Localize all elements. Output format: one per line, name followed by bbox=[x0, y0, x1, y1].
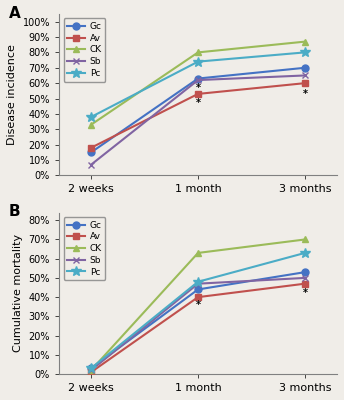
Y-axis label: Disease incidence: Disease incidence bbox=[7, 44, 17, 145]
Line: CK: CK bbox=[88, 38, 309, 128]
Legend: Gc, Av, CK, Sb, Pc: Gc, Av, CK, Sb, Pc bbox=[64, 18, 106, 82]
CK bbox=[196, 50, 200, 55]
Text: *: * bbox=[195, 98, 201, 108]
Sb bbox=[89, 162, 93, 167]
Av bbox=[89, 145, 93, 150]
Text: *: * bbox=[302, 288, 308, 298]
Line: Av: Av bbox=[88, 80, 309, 151]
Sb bbox=[89, 368, 93, 372]
Sb bbox=[196, 78, 200, 82]
Line: CK: CK bbox=[88, 236, 309, 374]
Pc bbox=[89, 366, 93, 371]
CK bbox=[89, 368, 93, 372]
Text: *: * bbox=[302, 89, 308, 99]
Sb bbox=[303, 276, 307, 280]
CK bbox=[303, 39, 307, 44]
CK bbox=[196, 250, 200, 255]
Gc bbox=[89, 150, 93, 155]
Text: *: * bbox=[195, 300, 201, 310]
Line: Sb: Sb bbox=[88, 72, 309, 168]
Av bbox=[89, 370, 93, 374]
Sb bbox=[196, 281, 200, 286]
Legend: Gc, Av, CK, Sb, Pc: Gc, Av, CK, Sb, Pc bbox=[64, 217, 106, 280]
Pc bbox=[196, 279, 200, 284]
Av bbox=[303, 81, 307, 86]
Text: B: B bbox=[9, 204, 21, 220]
CK bbox=[303, 237, 307, 242]
Gc bbox=[196, 287, 200, 292]
Line: Av: Av bbox=[88, 280, 309, 376]
Line: Pc: Pc bbox=[86, 48, 310, 122]
Line: Gc: Gc bbox=[88, 64, 309, 156]
Sb bbox=[303, 73, 307, 78]
Text: *: * bbox=[195, 83, 201, 93]
Text: A: A bbox=[9, 6, 21, 21]
Line: Sb: Sb bbox=[88, 274, 309, 374]
Av bbox=[196, 295, 200, 300]
Av bbox=[303, 281, 307, 286]
Line: Gc: Gc bbox=[88, 269, 309, 372]
Line: Pc: Pc bbox=[86, 248, 310, 373]
Gc bbox=[89, 366, 93, 371]
Pc bbox=[303, 250, 307, 255]
Pc bbox=[196, 59, 200, 64]
Gc bbox=[303, 270, 307, 274]
Y-axis label: Cumulative mortality: Cumulative mortality bbox=[13, 234, 23, 352]
Gc bbox=[303, 65, 307, 70]
Pc bbox=[303, 50, 307, 55]
Gc bbox=[196, 76, 200, 81]
Av bbox=[196, 92, 200, 96]
Pc bbox=[89, 114, 93, 119]
CK bbox=[89, 122, 93, 127]
